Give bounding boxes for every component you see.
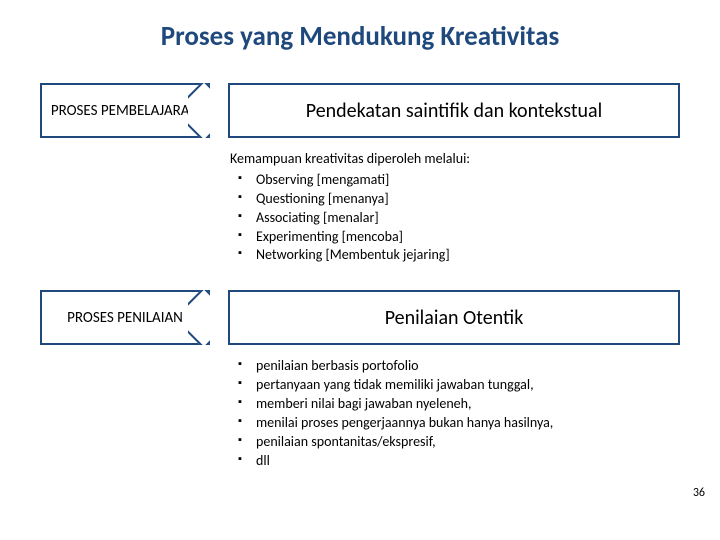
list-penilaian: penilaian berbasis portofolio pertanyaan… — [230, 357, 680, 470]
page-title: Proses yang Mendukung Kreativitas — [40, 20, 680, 53]
list-item: dll — [234, 452, 680, 471]
list-pembelajaran: Observing [mengamati] Questioning [menan… — [230, 171, 680, 265]
intro-pembelajaran: Kemampuan kreativitas diperoleh melalui: — [230, 150, 680, 169]
list-item: Experimenting [mencoba] — [234, 228, 680, 247]
right-label-pembelajaran: Pendekatan saintifik dan kontekstual — [306, 100, 602, 122]
list-item: Networking [Membentuk jejaring] — [234, 246, 680, 265]
arrow-notch-icon — [188, 83, 210, 138]
list-item: penilaian berbasis portofolio — [234, 357, 680, 376]
page-number: 36 — [693, 486, 705, 500]
left-label-pembelajaran: PROSES PEMBELAJARAN — [51, 102, 199, 120]
right-box-penilaian: Penilaian Otentik — [228, 290, 680, 345]
list-item: penilaian spontanitas/ekspresif, — [234, 433, 680, 452]
list-item: menilai proses pengerjaannya bukan hanya… — [234, 414, 680, 433]
arrow-notch-icon — [188, 290, 210, 345]
section-pembelajaran: PROSES PEMBELAJARAN Pendekatan saintifik… — [40, 83, 680, 138]
right-label-penilaian: Penilaian Otentik — [385, 307, 524, 329]
list-item: Questioning [menanya] — [234, 190, 680, 209]
left-box-penilaian: PROSES PENILAIAN — [40, 290, 210, 345]
section-penilaian: PROSES PENILAIAN Penilaian Otentik — [40, 290, 680, 345]
left-box-pembelajaran: PROSES PEMBELAJARAN — [40, 83, 210, 138]
content-pembelajaran: Kemampuan kreativitas diperoleh melalui:… — [230, 150, 680, 265]
content-penilaian: penilaian berbasis portofolio pertanyaan… — [230, 357, 680, 470]
list-item: pertanyaan yang tidak memiliki jawaban t… — [234, 376, 680, 395]
list-item: Associating [menalar] — [234, 209, 680, 228]
right-box-pembelajaran: Pendekatan saintifik dan kontekstual — [228, 83, 680, 138]
list-item: Observing [mengamati] — [234, 171, 680, 190]
left-label-penilaian: PROSES PENILAIAN — [67, 309, 183, 327]
list-item: memberi nilai bagi jawaban nyeleneh, — [234, 395, 680, 414]
